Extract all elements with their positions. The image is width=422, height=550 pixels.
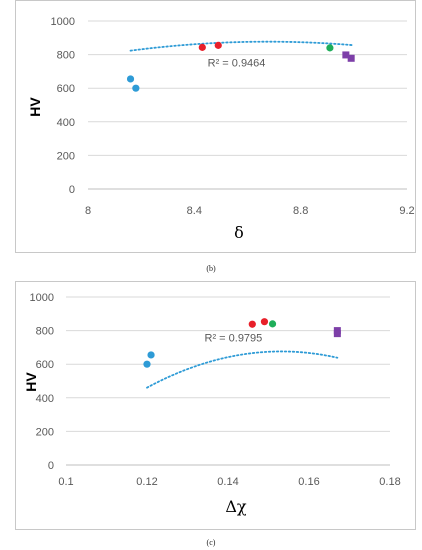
data-point-b xyxy=(198,43,206,51)
caption-b: (b) xyxy=(206,264,216,273)
data-point-c xyxy=(147,351,155,359)
data-point-c xyxy=(248,320,256,328)
x-tick-label-b: 8.8 xyxy=(293,205,308,217)
x-tick-label-c: 0.1 xyxy=(58,476,73,488)
data-point-b xyxy=(342,51,350,59)
x-axis-title-b: δ xyxy=(234,223,244,242)
x-tick-label-b: 8 xyxy=(85,205,91,217)
x-tick-label-b: 9.2 xyxy=(399,205,414,217)
data-point-b xyxy=(347,54,355,62)
data-point-c xyxy=(260,318,269,326)
x-tick-label-c: 0.14 xyxy=(217,476,238,488)
data-point-b xyxy=(214,41,222,49)
x-tick-label-c: 0.18 xyxy=(379,476,400,488)
y-tick-label-b: 200 xyxy=(57,150,75,162)
r-squared-label-b: R² = 0.9464 xyxy=(208,57,266,69)
x-tick-label-c: 0.12 xyxy=(136,476,157,488)
y-tick-label-c: 1000 xyxy=(30,292,54,304)
y-tick-label-b: 400 xyxy=(57,117,75,129)
x-tick-label-c: 0.16 xyxy=(298,476,319,488)
y-tick-label-b: 1000 xyxy=(51,16,75,28)
trendline-b xyxy=(129,40,355,52)
x-axis-title-c: Δχ xyxy=(225,497,247,516)
x-tick-label-b: 8.4 xyxy=(187,205,202,217)
y-tick-label-c: 400 xyxy=(36,393,54,405)
data-point-c xyxy=(333,330,341,338)
caption-c: (c) xyxy=(206,538,216,547)
data-point-c xyxy=(268,320,277,328)
y-axis-title-c: HV xyxy=(23,372,39,392)
data-point-b xyxy=(126,75,135,83)
data-point-b xyxy=(132,84,140,92)
y-tick-label-b: 600 xyxy=(57,83,75,95)
y-tick-label-c: 800 xyxy=(36,326,54,338)
y-axis-title-b: HV xyxy=(27,97,43,117)
y-tick-label-c: 0 xyxy=(48,460,54,472)
r-squared-label-c: R² = 0.9795 xyxy=(205,333,263,345)
data-point-b xyxy=(326,44,334,52)
y-tick-label-c: 200 xyxy=(36,426,54,438)
chart-c-frame xyxy=(15,281,416,530)
y-tick-label-b: 800 xyxy=(57,50,75,62)
y-tick-label-b: 0 xyxy=(69,184,75,196)
y-tick-label-c: 600 xyxy=(36,359,54,371)
trendline-c xyxy=(146,350,339,389)
data-point-c xyxy=(143,360,151,368)
